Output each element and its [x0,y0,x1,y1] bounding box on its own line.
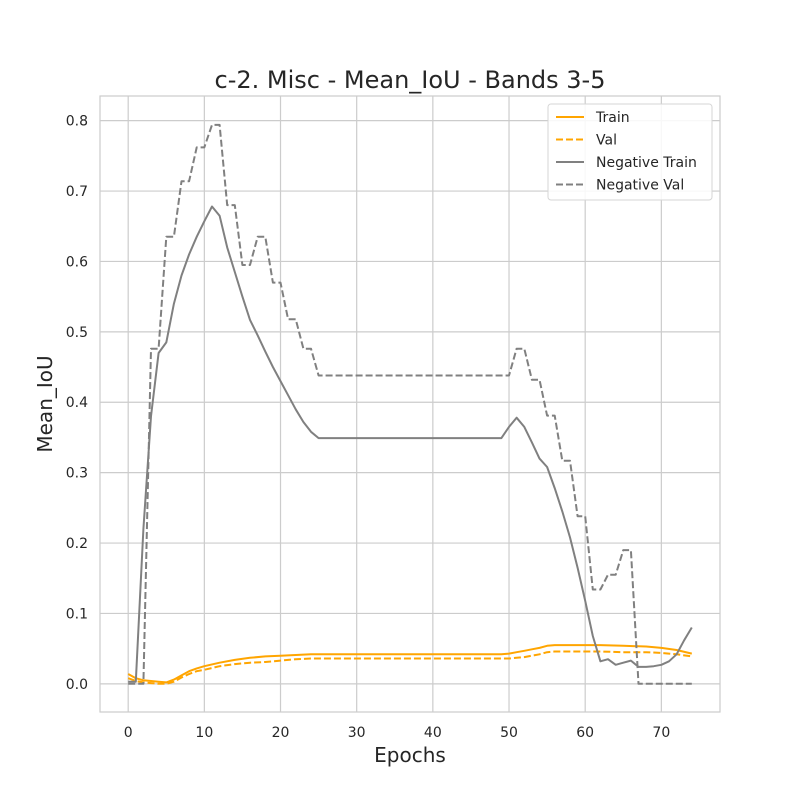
x-tick-label: 0 [124,725,133,741]
legend-label: Negative Val [596,178,684,194]
y-tick-label: 0.2 [66,536,88,552]
y-tick-label: 0.0 [66,677,88,693]
legend-label: Negative Train [596,155,697,171]
series-lines [127,123,693,685]
x-tick-label: 40 [424,725,442,741]
series-line-val [127,650,692,685]
series-line-negative-val [128,123,692,685]
y-tick-label: 0.5 [66,325,88,341]
plot-area-frame [99,95,721,713]
y-axis-label: Mean_IoU [33,355,57,452]
series-line-negative-train [128,205,693,683]
x-tick-label: 60 [576,725,594,741]
y-tick-label: 0.1 [66,606,88,622]
x-tick-label: 10 [195,725,213,741]
x-tick-label: 20 [272,725,290,741]
chart-title: c-2. Misc - Mean_IoU - Bands 3-5 [215,66,606,94]
series-line-train [127,644,693,684]
legend-label: Train [595,110,630,126]
x-tick-label: 30 [348,725,366,741]
tick-labels: 0 10 20 30 40 50 60 70 0.0 0.1 0.2 0.3 0.4 0.5 0.6 0.7 0… [66,114,671,741]
y-tick-label: 0.4 [66,395,88,411]
legend-box [547,103,713,201]
x-tick-label: 70 [652,725,670,741]
y-tick-label: 0.3 [66,466,88,482]
y-tick-label: 0.8 [66,114,88,130]
x-axis-label: Epochs [374,743,446,767]
legend: Train Val Negative Train Negative Val [547,103,713,201]
y-tick-label: 0.6 [66,254,88,270]
legend-label: Val [596,133,617,149]
y-tick-label: 0.7 [66,184,88,200]
x-tick-label: 50 [500,725,518,741]
